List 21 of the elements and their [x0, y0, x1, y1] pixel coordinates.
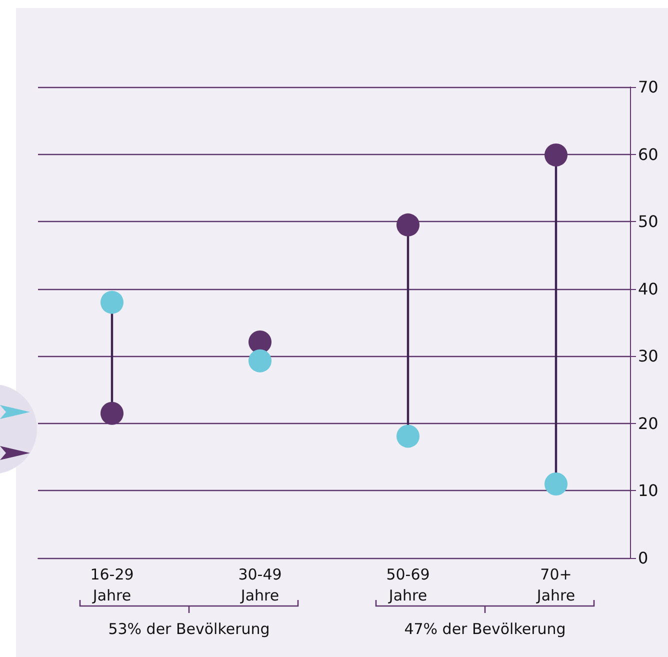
- x-tick-label: 16-29 Jahre: [90, 566, 134, 604]
- point: [396, 424, 420, 448]
- point: [396, 213, 420, 236]
- text: 47% der Bevölkerung: [404, 620, 566, 638]
- x-tick-label: 30-49 Jahre: [238, 566, 282, 604]
- y-tick-label: 30: [638, 346, 658, 366]
- point: [100, 402, 124, 425]
- point: [100, 290, 124, 314]
- y-tick-label: 70: [638, 78, 658, 96]
- y-tick-label: 0: [638, 548, 648, 568]
- x-tick-label: 70+ Jahre: [536, 566, 576, 604]
- y-tick-label: 40: [638, 279, 658, 298]
- text: 53% der Bevölkerung: [108, 620, 270, 638]
- y-tick-label: 10: [638, 481, 658, 500]
- point: [544, 143, 568, 166]
- y-tick-label: 20: [638, 414, 658, 433]
- x-tick-label: 50-69 Jahre: [386, 566, 430, 604]
- point: [248, 349, 272, 372]
- y-tick-label: 50: [638, 212, 658, 232]
- point: [544, 472, 568, 496]
- y-tick-label: 60: [638, 144, 658, 164]
